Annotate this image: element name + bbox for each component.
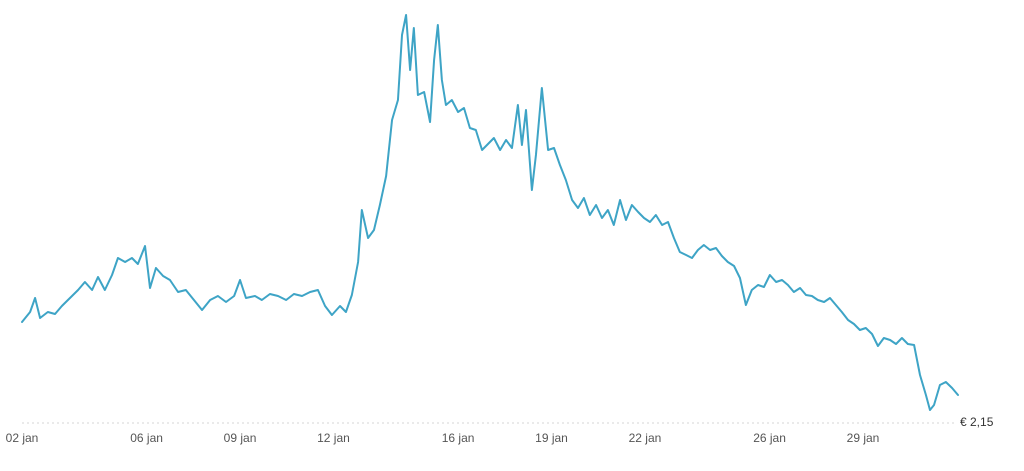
x-tick-label: 06 jan [130, 431, 163, 445]
x-tick-label: 22 jan [629, 431, 662, 445]
x-tick-label: 12 jan [317, 431, 350, 445]
x-tick-label: 02 jan [6, 431, 39, 445]
price-line [21, 14, 959, 411]
x-tick-label: 16 jan [442, 431, 475, 445]
x-tick-label: 26 jan [753, 431, 786, 445]
y-tick-label: € 2,15 [960, 415, 994, 429]
x-tick-label: 19 jan [535, 431, 568, 445]
x-tick-label: 29 jan [847, 431, 880, 445]
x-tick-label: 09 jan [224, 431, 257, 445]
